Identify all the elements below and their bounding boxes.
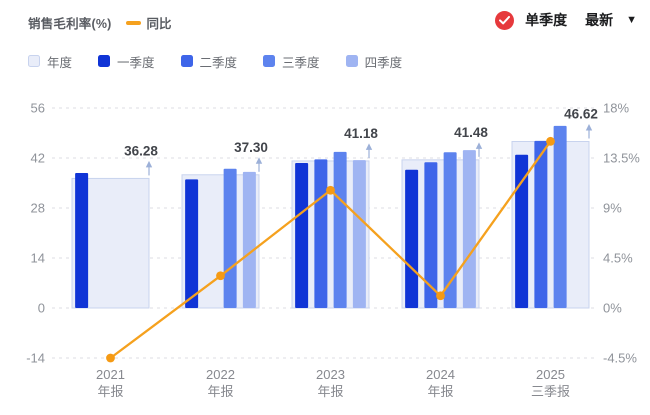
- bar-三季度-2: [333, 151, 347, 308]
- legend-swatch-icon: [98, 55, 111, 67]
- yoy-point-0: [106, 353, 115, 363]
- legend-swatch-icon: [263, 55, 276, 67]
- svg-text:42: 42: [31, 151, 45, 166]
- yoy-point-4: [546, 136, 555, 146]
- bar-三季度-1: [223, 168, 237, 308]
- bar-一季度-0: [75, 173, 89, 308]
- metric-title: 销售毛利率(%): [28, 17, 112, 31]
- bar-二季度-3: [424, 162, 438, 308]
- legend-item-q3[interactable]: 三季度: [263, 52, 320, 71]
- annual-value-labels: 36.28 37.30 41.18 41.48 46.62: [124, 107, 598, 176]
- svg-text:46.62: 46.62: [564, 107, 598, 122]
- svg-text:37.30: 37.30: [234, 140, 268, 155]
- bar-一季度-3: [405, 169, 419, 308]
- chart-header: 销售毛利率(%) 同比 单季度 最新 ▼: [0, 0, 650, 44]
- x-axis-labels: 2021 年报 2022 年报 2023 年报 2024 年报 2025 三季报: [96, 367, 570, 399]
- legend-swatch-icon: [28, 55, 40, 67]
- legend-item-q2[interactable]: 二季度: [180, 52, 238, 71]
- legend-item-annual[interactable]: 年度: [28, 52, 72, 71]
- period-controls[interactable]: 单季度 最新 ▼: [495, 10, 637, 30]
- gross-margin-chart[interactable]: 56 42 28 14 0 -14 18% 13.5% 9% 4.5% 0% -4.5% 36.28 37…: [0, 78, 650, 415]
- legend-label: 二季度: [199, 55, 238, 70]
- yoy-line-points[interactable]: [106, 136, 555, 363]
- bar-一季度-4: [515, 154, 529, 308]
- legend-swatch-icon: [345, 55, 358, 67]
- series-legend: 年度 一季度 二季度 三季度 四季度: [0, 44, 650, 78]
- svg-text:56: 56: [31, 101, 45, 116]
- svg-text:13.5%: 13.5%: [603, 151, 640, 166]
- check-badge-icon: [495, 10, 515, 30]
- yoy-point-2: [326, 185, 335, 195]
- legend-item-q4[interactable]: 四季度: [345, 52, 403, 71]
- svg-text:36.28: 36.28: [124, 143, 158, 158]
- bar-一季度-2: [295, 163, 309, 308]
- legend-label: 一季度: [117, 55, 155, 70]
- single-quarter-toggle[interactable]: 单季度: [525, 12, 568, 28]
- svg-text:41.18: 41.18: [344, 126, 378, 141]
- legend-label: 四季度: [364, 55, 403, 70]
- svg-text:28: 28: [31, 201, 45, 216]
- legend-swatch-icon: [180, 55, 193, 67]
- svg-text:41.48: 41.48: [454, 125, 488, 140]
- yoy-point-1: [216, 271, 225, 281]
- bar-四季度-1: [242, 171, 256, 308]
- bar-二季度-4: [534, 140, 548, 308]
- bar-四季度-3: [462, 150, 476, 308]
- svg-text:0: 0: [38, 301, 45, 316]
- legend-label: 三季度: [282, 55, 320, 70]
- axis-labels: 56 42 28 14 0 -14 18% 13.5% 9% 4.5% 0% -4.5%: [26, 101, 640, 366]
- yoy-legend-item[interactable]: 同比: [125, 13, 172, 32]
- yoy-point-3: [436, 291, 445, 301]
- legend-item-q1[interactable]: 一季度: [98, 52, 155, 71]
- bar-四季度-2: [352, 160, 366, 308]
- yoy-label: 同比: [146, 17, 172, 31]
- bar-三季度-4: [553, 125, 567, 308]
- bar-三季度-3: [443, 152, 457, 308]
- yoy-line-swatch-icon: [125, 20, 141, 25]
- chevron-down-icon[interactable]: ▼: [626, 13, 637, 26]
- svg-text:4.5%: 4.5%: [603, 251, 633, 266]
- svg-text:0%: 0%: [603, 301, 622, 316]
- svg-text:18%: 18%: [603, 101, 629, 116]
- bar-一季度-1: [185, 179, 199, 308]
- bar-二季度-2: [314, 159, 328, 308]
- latest-dropdown-label[interactable]: 最新: [585, 12, 614, 28]
- svg-text:14: 14: [31, 251, 45, 266]
- svg-text:-14: -14: [26, 351, 45, 366]
- legend-label: 年度: [47, 55, 73, 70]
- metric-block: 销售毛利率(%) 同比: [28, 13, 172, 32]
- svg-text:-4.5%: -4.5%: [603, 351, 637, 366]
- svg-text:9%: 9%: [603, 201, 622, 216]
